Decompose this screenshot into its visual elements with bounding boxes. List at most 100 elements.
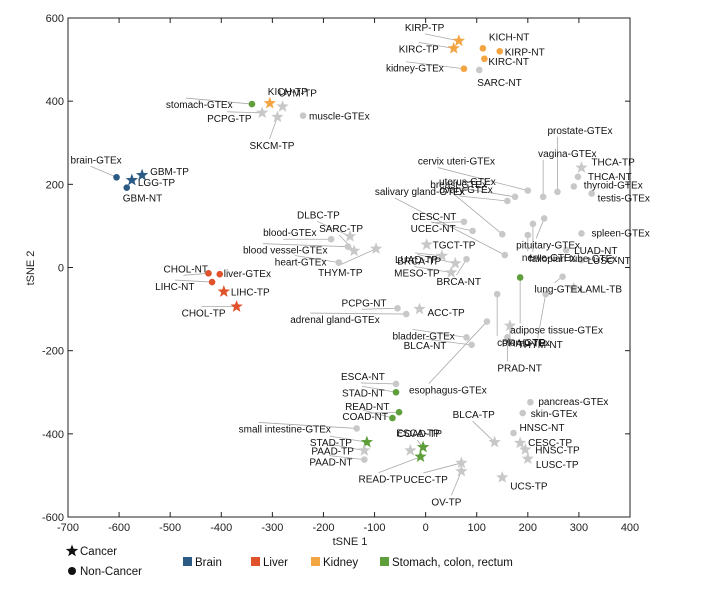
point-label-brca-nt: BRCA-NT <box>437 277 481 288</box>
legend-swatch-kidney <box>311 557 320 566</box>
leader-line-luad-tp <box>414 252 443 257</box>
x-tick-label: -300 <box>261 522 283 534</box>
marker-circle-liver-gtex <box>216 270 224 278</box>
marker-circle-kich-nt <box>479 45 487 52</box>
point-label-blood-vessel-gtex: blood vessel-GTEx <box>243 246 327 257</box>
x-tick-label: -600 <box>108 522 130 534</box>
point-label-luad-nt: LUAD-NT <box>574 246 617 257</box>
point-label-thym-nt: THYM-NT <box>518 340 563 351</box>
leader-line-read-tp <box>378 456 421 474</box>
point-label-pcpg-nt: PCPG-NT <box>342 298 387 309</box>
leader-line-stomach-gtex <box>185 97 252 105</box>
point-label-cesc-tp: CESC-TP <box>528 438 572 449</box>
point-label-ov-tp: OV-TP <box>431 497 461 508</box>
marker-circle-cesc-nt <box>460 218 468 226</box>
x-tick-label: 200 <box>519 522 537 534</box>
leader-line-ovary-gtex <box>459 195 508 202</box>
point-label-kirp-tp: KIRP-TP <box>405 23 445 34</box>
point-label-thca-nt: THCA-NT <box>588 172 632 183</box>
label-leader-lines <box>90 33 563 496</box>
marker-star-kirp-tp <box>452 34 466 47</box>
marker-star-laml-tb <box>567 281 580 294</box>
point-label-chol-nt: CHOL-NT <box>164 264 208 275</box>
point-label-vagina-gtex: vagina-GTEx <box>538 149 596 160</box>
marker-circle-brain-gtex <box>113 173 120 181</box>
leader-line-adrenal-gland-gtex <box>310 312 407 315</box>
leader-line-kidney-gtex <box>405 61 465 70</box>
leader-line-esca-nt <box>360 382 397 385</box>
marker-star-ucec-tp <box>455 456 468 469</box>
point-label-adipose-tissue-gtex: adipose tissue-GTEx <box>510 325 603 336</box>
point-label-paad-nt: PAAD-NT <box>309 458 352 469</box>
marker-circle-salivary-gland-gtex <box>501 251 509 259</box>
x-tick-label: -100 <box>364 522 386 534</box>
x-tick-label: 0 <box>423 522 429 534</box>
marker-star-dlbc-tp <box>343 229 357 242</box>
leader-line-kirc-tp <box>418 41 454 49</box>
point-label-pituitary-gtex: pituitary-GTEx <box>516 240 580 251</box>
leader-line-pcpg-nt <box>361 307 398 310</box>
point-label-hnsc-nt: HNSC-NT <box>520 423 565 434</box>
point-label-paad-tp: PAAD-TP <box>311 446 354 457</box>
marker-circle-prostate-gtex <box>554 188 561 196</box>
marker-star-prad-tp <box>503 319 517 331</box>
marker-circle-fallopian-tube-gtex <box>529 220 537 228</box>
point-label-blood-gtex: blood-GTEx <box>263 228 316 239</box>
y-tick-label: 200 <box>46 179 64 191</box>
point-label-sarc-tp: SARC-TP <box>319 224 363 235</box>
marker-circle-sarc-nt <box>475 66 483 74</box>
point-label-lusc-nt: LUSC-NT <box>587 256 630 267</box>
marker-circle-paad-nt <box>361 456 368 463</box>
point-label-kidney-gtex: kidney-GTEx <box>386 64 444 75</box>
point-label-read-tp: READ-TP <box>359 475 403 486</box>
marker-circle-lusc-nt <box>578 256 585 264</box>
point-label-blca-tp: BLCA-TP <box>453 410 496 421</box>
point-label-liver-gtex: liver-GTEx <box>224 269 271 280</box>
leader-line-sarc-tp <box>338 234 355 252</box>
marker-star-sarc-tp <box>347 244 361 257</box>
x-tick-label: 300 <box>570 522 588 534</box>
marker-star-hnsc-tp <box>519 443 532 455</box>
x-tick-label: -500 <box>159 522 181 534</box>
point-label-cesc-nt: CESC-NT <box>412 212 456 223</box>
point-label-prad-tp: PRAD-TP <box>502 339 546 350</box>
marker-circle-kidney-gtex <box>460 65 468 73</box>
marker-circle-gbm-nt <box>123 184 131 191</box>
leader-line-coad-nt <box>362 409 393 419</box>
point-label-coad-tp: COAD-TP <box>397 429 442 440</box>
marker-circle-pituitary-gtex <box>540 215 548 222</box>
point-label-pcpg-tp: PCPG-TP <box>207 114 252 125</box>
marker-circle-lihc-nt <box>208 278 216 286</box>
marker-star-read-tp <box>414 450 427 462</box>
marker-star-meso-tp <box>445 265 458 278</box>
legend-swatch-brain <box>183 557 192 566</box>
leader-line-meso-tp <box>414 266 452 273</box>
marker-circle-stomach-gtex <box>248 100 256 108</box>
leader-line-bladder-gtex <box>412 328 467 338</box>
leader-line-stad-tp <box>329 435 367 443</box>
point-label-bladder-gtex: bladder-GTEx <box>393 331 455 342</box>
marker-star-paad-tp <box>358 443 371 456</box>
point-label-lusc-tp: LUSC-TP <box>536 460 579 471</box>
marker-circle-luad-nt <box>562 246 570 254</box>
marker-circle-blca-nt <box>468 341 475 349</box>
point-label-lihc-tp: LIHC-TP <box>231 288 270 299</box>
point-label-kirp-nt: KIRP-NT <box>505 47 545 58</box>
leader-line-kirp-tp <box>424 33 459 42</box>
leader-line-blca-tp <box>472 420 495 443</box>
marker-circle-read-nt <box>395 408 403 416</box>
point-label-lihc-nt: LIHC-NT <box>155 282 194 293</box>
legend-group-label-kidney: Kidney <box>323 557 358 569</box>
x-tick-label: -200 <box>312 522 334 534</box>
marker-circle-adrenal-gland-gtex <box>402 310 410 318</box>
leader-line-chol-nt <box>183 272 209 276</box>
point-label-brain-gtex: brain-GTEx <box>71 155 122 166</box>
marker-circle-heart-gtex <box>335 259 343 266</box>
legend-swatch-stomach <box>380 557 389 566</box>
marker-star-stad-tp <box>360 435 374 448</box>
leader-line-heart-gtex <box>294 255 339 263</box>
legend: Cancer Non-Cancer Brain Liver Kidney Stomach,… <box>65 544 513 578</box>
y-axis-label: tSNE 2 <box>25 251 37 286</box>
marker-circle-pancreas-gtex <box>527 398 534 406</box>
